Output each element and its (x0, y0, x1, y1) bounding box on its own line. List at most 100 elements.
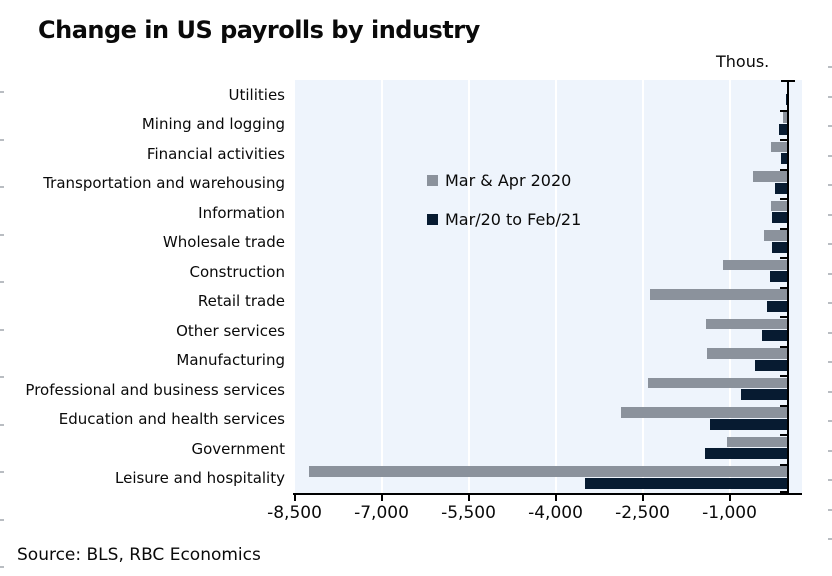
bar-navy-6 (770, 271, 788, 282)
bar-navy-12 (705, 448, 788, 459)
edge-tick-mark (0, 233, 4, 236)
x-axis-tick (467, 495, 470, 501)
bar-row-2 (295, 139, 802, 169)
source-note: Source: BLS, RBC Economics (17, 545, 261, 565)
bar-gray-8 (706, 318, 788, 329)
edge-tick-mark (828, 272, 832, 275)
bar-navy-1 (779, 123, 788, 135)
category-tick (779, 434, 787, 436)
bar-navy-11 (710, 418, 788, 430)
category-tick (779, 491, 787, 493)
bar-gray-1 (783, 112, 788, 123)
category-labels: Utilities Mining and logging Financial act… (0, 80, 285, 493)
bar-row-4 (295, 198, 802, 228)
bar-navy-13 (585, 477, 788, 489)
bar-navy-7 (766, 300, 788, 312)
bar-row-6 (295, 257, 802, 287)
category-tick (779, 257, 787, 259)
category-label-13: Leisure and hospitality (115, 469, 285, 488)
category-label-9: Manufacturing (176, 351, 285, 370)
bar-row-1 (295, 110, 802, 140)
x-axis-tick (380, 495, 383, 501)
edge-tick-mark (828, 125, 832, 127)
category-label-4: Information (198, 203, 285, 222)
category-label-11: Education and health services (58, 410, 285, 429)
x-axis-tick (728, 495, 731, 501)
edge-tick-mark (0, 518, 4, 521)
edge-tick-mark (828, 390, 832, 393)
gridline (728, 80, 731, 493)
edge-tick-mark (0, 566, 4, 568)
x-axis-tick (554, 495, 557, 501)
edge-tick-mark (0, 281, 4, 283)
category-label-7: Retail trade (197, 292, 285, 311)
x-tick-label: -8,500 (267, 503, 322, 523)
x-axis-tick (293, 495, 296, 501)
legend-swatch-gray (427, 174, 438, 186)
category-tick (779, 345, 787, 348)
category-label-2: Financial activities (146, 144, 285, 163)
category-tick (779, 375, 787, 377)
bar-row-9 (295, 346, 802, 376)
edge-tick-mark (828, 243, 832, 245)
bar-navy-3 (775, 182, 788, 194)
edge-tick-mark (0, 471, 4, 473)
gridline (554, 80, 557, 493)
bar-row-5 (295, 228, 802, 258)
category-tick (780, 80, 795, 82)
x-axis-line (293, 493, 802, 495)
category-label-1: Mining and logging (141, 115, 285, 134)
bar-gray-13 (309, 466, 788, 477)
bar-row-13 (295, 464, 802, 494)
axis-unit-label: Thous. (716, 52, 770, 71)
x-tick-label: -5,500 (441, 503, 496, 523)
bar-row-8 (295, 316, 802, 346)
bar-navy-4 (772, 212, 788, 223)
gridline (380, 80, 383, 493)
category-label-5: Wholesale trade (162, 233, 285, 252)
category-tick (779, 286, 787, 289)
edge-tick-mark (828, 361, 832, 363)
edge-tick-mark (828, 154, 832, 157)
edge-tick-mark (0, 91, 4, 93)
bar-navy-8 (761, 330, 788, 341)
bar-gray-7 (650, 289, 788, 300)
category-tick (779, 139, 787, 141)
legend-label-series1: Mar & Apr 2020 (445, 170, 572, 190)
category-label-10: Professional and business services (25, 380, 285, 399)
legend-swatch-navy (427, 213, 438, 225)
edge-tick-mark (828, 66, 832, 68)
edge-tick-mark (828, 331, 832, 334)
category-tick (779, 227, 787, 230)
category-label-6: Construction (189, 262, 285, 281)
edge-tick-mark (828, 213, 832, 216)
x-tick-label: -4,000 (528, 503, 583, 523)
edge-tick-mark (828, 184, 832, 186)
legend: Mar & Apr 2020 Mar/20 to Feb/21 (427, 169, 581, 247)
category-tick (779, 198, 787, 200)
bar-gray-10 (648, 377, 788, 388)
zero-axis-line (786, 80, 789, 493)
bar-gray-11 (621, 407, 788, 418)
edge-tick-mark (0, 423, 4, 426)
category-tick (779, 316, 787, 318)
edge-tick-mark (828, 420, 832, 422)
edge-tick-mark (828, 302, 832, 304)
edge-tick-mark (0, 328, 4, 331)
x-axis-tick (641, 495, 644, 501)
category-tick (779, 168, 787, 171)
bar-gray-4 (770, 200, 788, 211)
category-tick (779, 463, 787, 466)
edge-tick-mark (828, 95, 832, 98)
category-tick (779, 109, 787, 112)
legend-label-series2: Mar/20 to Feb/21 (445, 209, 582, 229)
bar-row-3 (295, 169, 802, 199)
edge-tick-mark (828, 538, 832, 540)
category-tick (779, 404, 787, 407)
legend-item-series2: Mar/20 to Feb/21 (427, 208, 581, 230)
bar-gray-9 (707, 348, 788, 359)
category-label-8: Other services (176, 321, 285, 340)
plot-area (295, 80, 802, 493)
category-label-12: Government (191, 439, 285, 458)
edge-tick-mark (828, 508, 832, 511)
